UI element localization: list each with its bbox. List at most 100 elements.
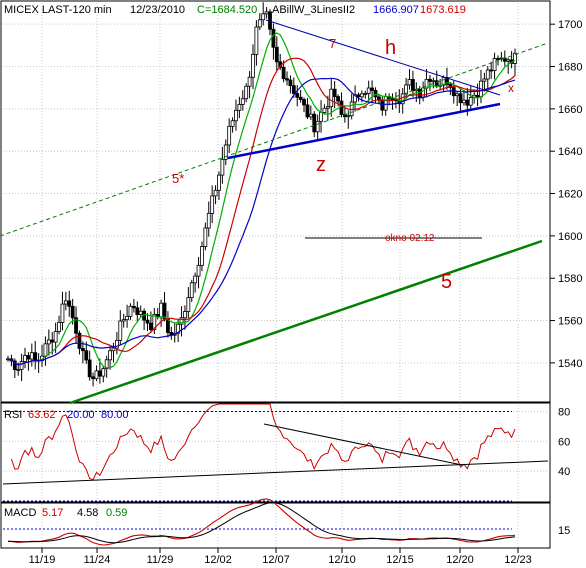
price-bar-body — [84, 350, 89, 361]
price-bar-body — [271, 28, 276, 48]
price-bar-body — [43, 343, 48, 357]
rsi-label: RSI — [4, 409, 22, 421]
macd-line — [7, 498, 516, 546]
price-bar-body — [485, 69, 490, 80]
price-bar-body — [118, 320, 123, 341]
price-bar-body — [468, 97, 473, 106]
price-bar-body — [217, 174, 221, 191]
price-bar-body — [53, 331, 58, 343]
rsi-trendline-resistance — [263, 423, 463, 466]
price-bar-body — [428, 78, 432, 82]
price-bar-body — [325, 106, 330, 109]
macd-signal-line — [7, 502, 516, 544]
price-bar-body — [285, 78, 289, 81]
price-bar-body — [200, 246, 204, 266]
price-tick-label: 1700 — [558, 19, 582, 31]
price-bar-body — [492, 58, 497, 71]
price-bar-body — [339, 100, 344, 115]
price-bar-body — [264, 11, 269, 15]
price-bar-body — [322, 107, 327, 113]
price-bar-body — [482, 78, 487, 82]
price-bar-body — [332, 88, 337, 97]
price-bar-body — [97, 370, 102, 377]
trendline-5 — [69, 239, 543, 405]
price-bar-body — [489, 69, 494, 72]
price-bar-body — [380, 99, 385, 111]
time-tick-label: 11/19 — [29, 554, 56, 566]
price-bar-body — [74, 317, 78, 334]
price-bar-body — [465, 99, 470, 106]
price-bar-body — [441, 77, 446, 86]
header-close: C=1684.520 — [197, 4, 257, 16]
price-bar-body — [152, 313, 157, 331]
price-bar-body — [234, 109, 238, 122]
axis-layer: 15401560158016001620164016601680170011/1… — [29, 19, 583, 566]
price-bar-body — [189, 282, 194, 299]
price-bar-body — [213, 189, 218, 197]
rsi-pane-frame — [0, 402, 551, 503]
price-bar-body — [230, 120, 235, 127]
time-tick-label: 12/10 — [328, 554, 356, 566]
price-bar-body — [57, 322, 61, 332]
price-bar-body — [60, 303, 65, 323]
price-bar-body — [179, 317, 184, 325]
macd-label: MACD — [4, 507, 36, 519]
price-bar-body — [308, 113, 313, 118]
price-bar-body — [12, 360, 17, 370]
price-bar-body — [240, 98, 245, 105]
price-bar-body — [261, 13, 266, 21]
price-bar-body — [496, 58, 500, 60]
price-bar-body — [455, 93, 460, 97]
annotation-five: 5 — [441, 271, 452, 293]
price-bar-body — [336, 96, 340, 102]
price-bar-body — [193, 275, 198, 284]
price-bar-body — [302, 99, 306, 106]
rsi-value: 63.62 — [28, 409, 56, 421]
annotation-five-star: 5* — [172, 171, 184, 186]
price-bar-body — [114, 340, 119, 349]
price-bar-body — [206, 213, 211, 229]
price-bar-body — [288, 79, 293, 87]
price-bar-body — [23, 355, 27, 362]
annotation-seven: 7 — [329, 36, 336, 51]
price-bar-body — [404, 84, 409, 95]
price-bar-body — [87, 359, 92, 378]
price-bar-body — [186, 297, 191, 312]
rsi-tick-label: 80 — [558, 406, 570, 418]
price-bar-body — [475, 94, 480, 98]
price-bar-body — [135, 307, 140, 315]
annotation-h: h — [385, 37, 396, 59]
price-bar-body — [366, 87, 371, 94]
price-bar-body — [16, 368, 21, 371]
time-tick-label: 12/02 — [204, 554, 232, 566]
price-bar-body — [237, 104, 242, 111]
price-bar-body — [274, 46, 279, 63]
price-bar-body — [19, 361, 24, 370]
macd-layer — [7, 498, 516, 546]
price-bar-body — [434, 80, 439, 86]
ma-red-line — [7, 57, 516, 366]
price-bar-body — [29, 352, 34, 360]
rsi-high-level: 80.00 — [101, 409, 129, 421]
price-bar-body — [383, 96, 388, 111]
price-bar-body — [506, 59, 511, 62]
header-symbol: MICEX LAST-120 min — [4, 4, 112, 16]
price-tick-label: 1580 — [558, 273, 582, 285]
time-tick-label: 12/15 — [386, 554, 414, 566]
price-bar-body — [431, 80, 436, 83]
price-bar-body — [411, 79, 415, 92]
macd-hist: 0.59 — [106, 507, 127, 519]
price-bar-body — [203, 227, 208, 247]
annotation-okno: okno 02.12 — [385, 233, 435, 244]
price-tick-label: 1540 — [558, 358, 582, 370]
time-tick-label: 11/29 — [147, 554, 174, 566]
grid-layer — [3, 3, 548, 547]
rsi-low-level: 20.00 — [67, 409, 95, 421]
price-bar-body — [257, 19, 262, 28]
price-bar-body — [159, 302, 164, 318]
price-bar-body — [448, 83, 453, 88]
price-bar-body — [125, 315, 129, 321]
price-bar-body — [346, 115, 351, 118]
